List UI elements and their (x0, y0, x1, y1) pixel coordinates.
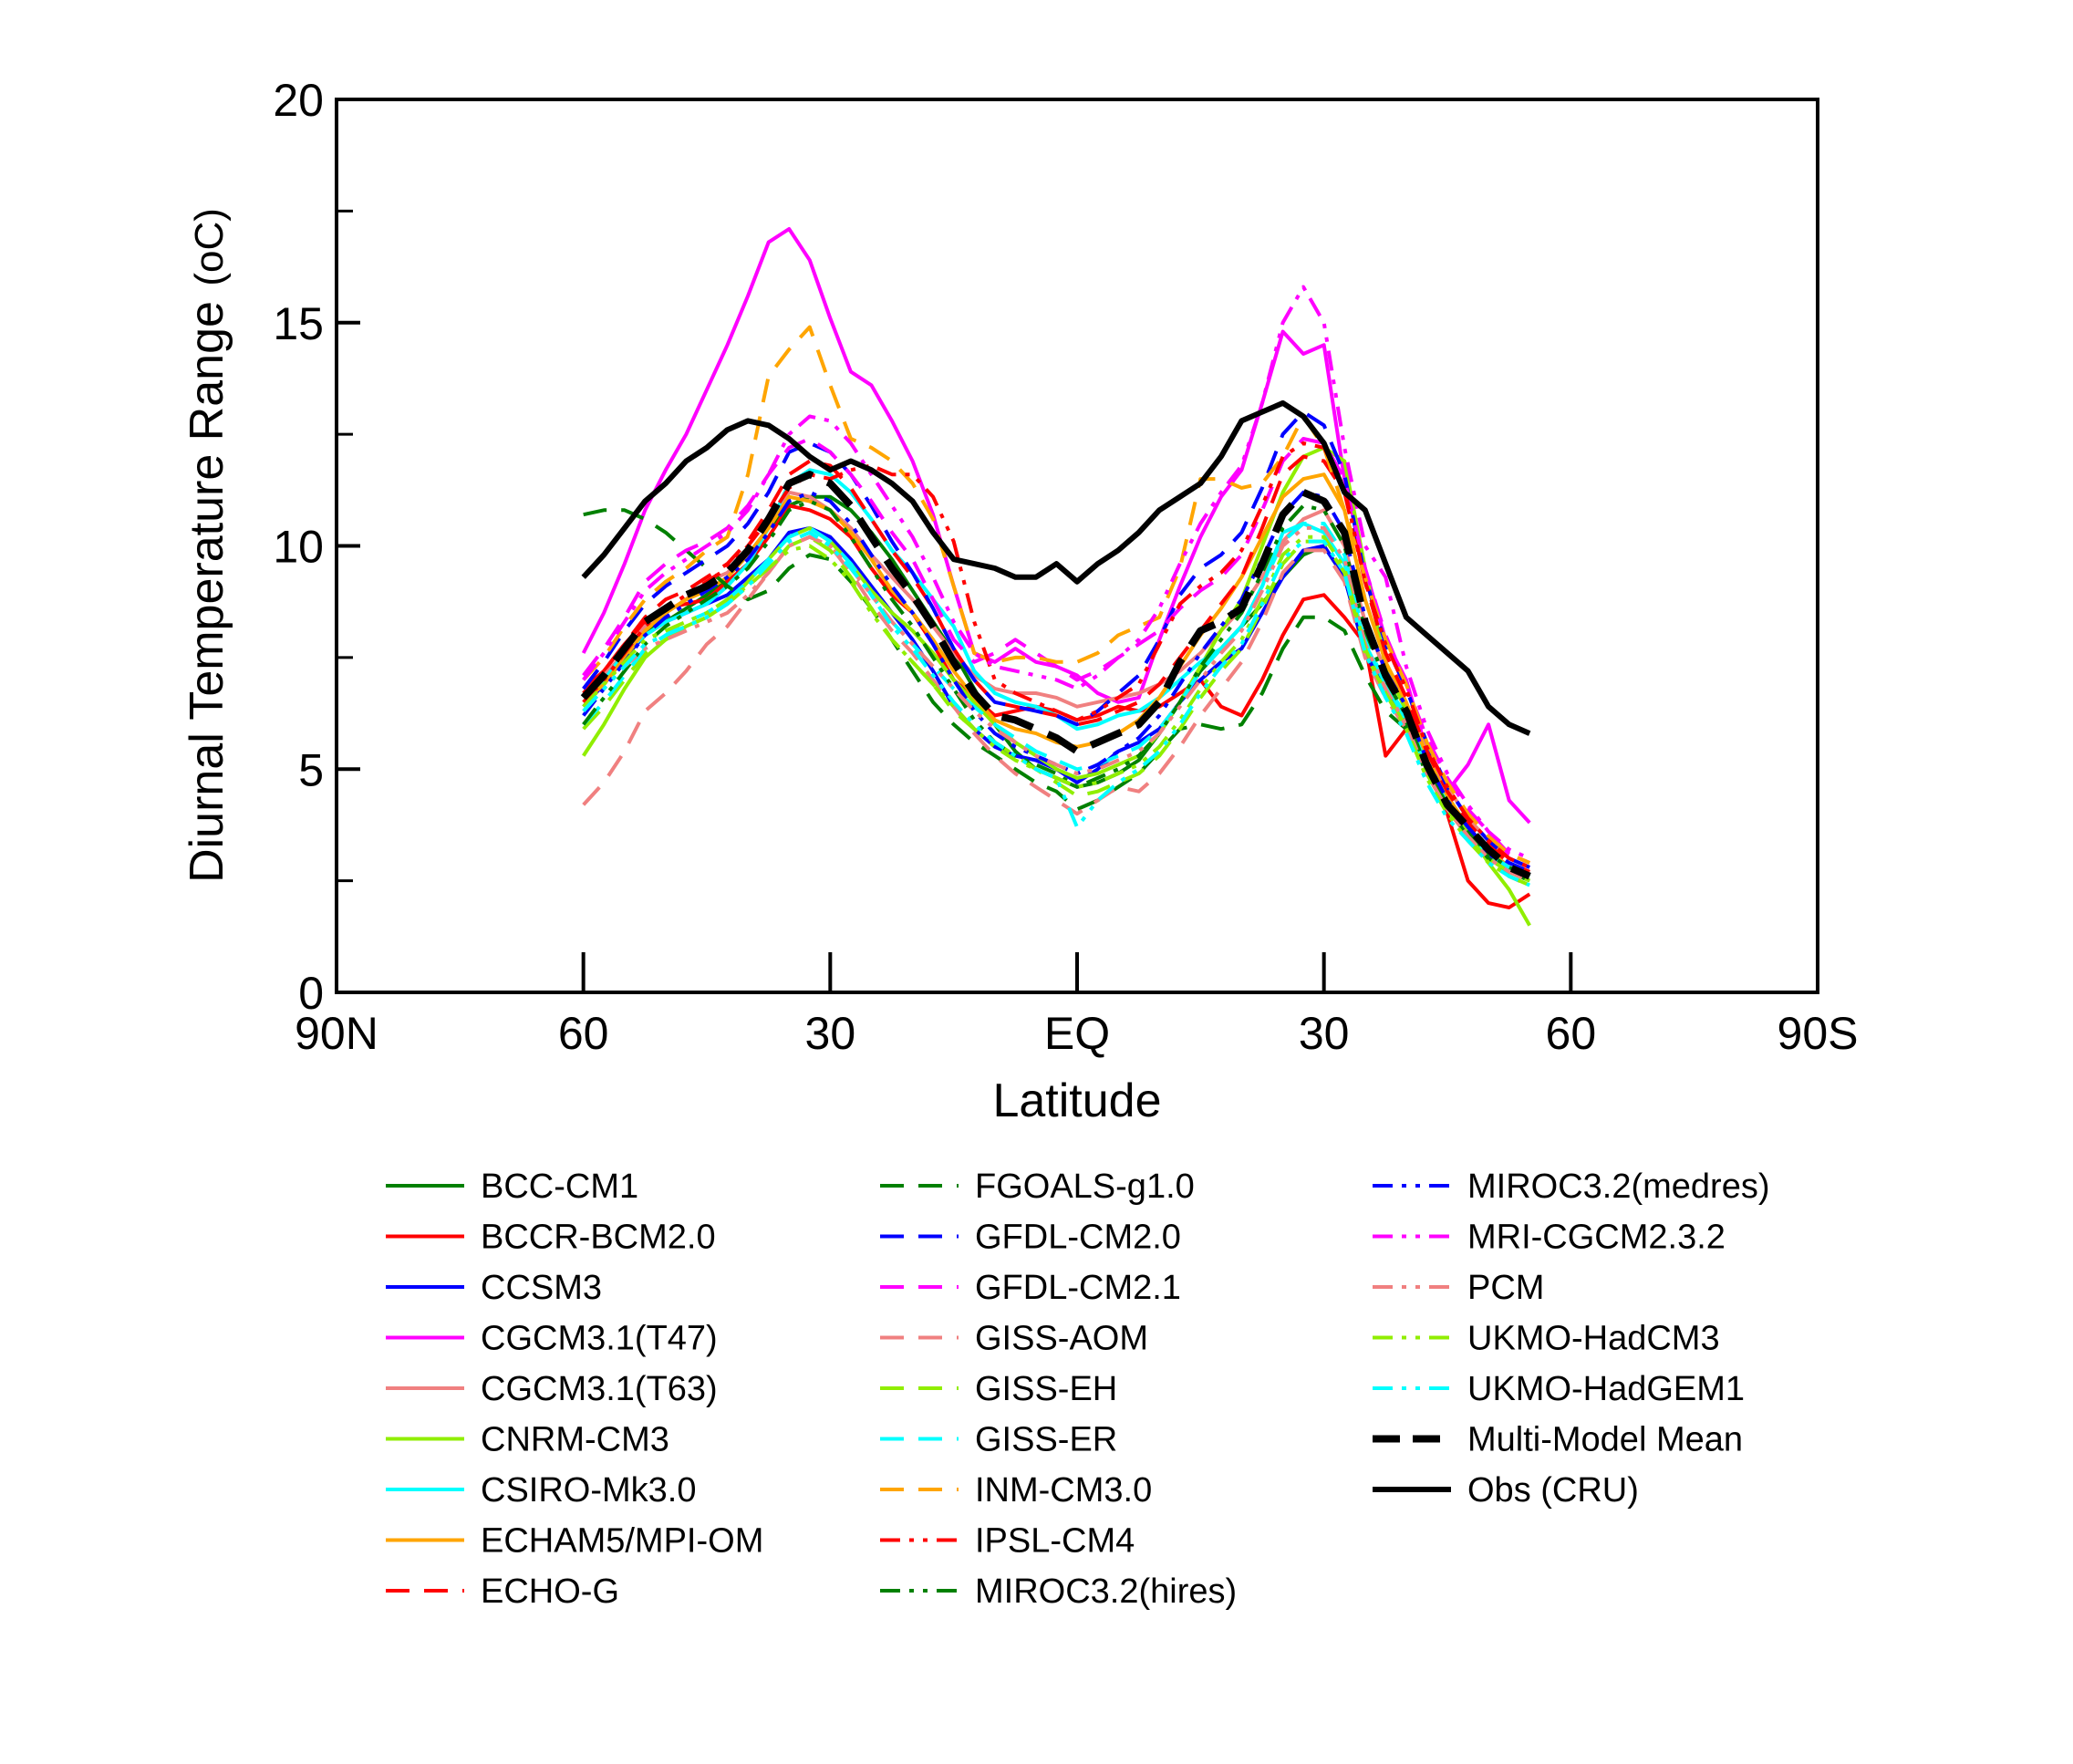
y-tick-label-0: 0 (298, 968, 324, 1019)
legend: BCC-CM1 BCCR-BCM2.0 CCSM3 CGCM3.1(T47) CGCM3… (386, 1167, 1770, 1611)
series-line-24 (581, 399, 1531, 736)
plot-lines (580, 227, 1531, 927)
legend-label-15: INM-CM3.0 (975, 1471, 1152, 1510)
x-tick-label-4: 30 (1299, 1008, 1350, 1059)
legend-label-7: ECHAM5/MPI-OM (481, 1522, 763, 1561)
tick-labels: 90N 60 30 EQ 30 60 90S 0 5 10 15 20 (273, 75, 1858, 1059)
legend-label-13: GISS-EH (975, 1370, 1117, 1408)
y-tick-label-1: 5 (298, 744, 324, 795)
y-tick-label-3: 15 (273, 298, 324, 349)
x-tick-label-5: 60 (1546, 1008, 1597, 1059)
legend-label-0: BCC-CM1 (481, 1167, 638, 1206)
legend-label-6: CSIRO-Mk3.0 (481, 1471, 696, 1510)
legend-label-3: CGCM3.1(T47) (481, 1320, 718, 1358)
y-axis-title: Diurnal Temperature Range (oC) (181, 208, 233, 883)
legend-label-8: ECHO-G (481, 1572, 619, 1611)
legend-label-20: PCM (1467, 1269, 1544, 1307)
x-tick-label-2: 30 (805, 1008, 856, 1059)
x-tick-label-3: EQ (1044, 1008, 1110, 1059)
x-tick-label-6: 90S (1778, 1008, 1859, 1059)
legend-label-18: MIROC3.2(medres) (1467, 1167, 1770, 1206)
legend-label-4: CGCM3.1(T63) (481, 1370, 718, 1408)
legend-label-17: MIROC3.2(hires) (975, 1572, 1237, 1611)
y-tick-label-4: 20 (273, 75, 324, 126)
series-line-9 (583, 508, 1530, 887)
series-line-11 (582, 437, 1530, 865)
x-tick-label-1: 60 (558, 1008, 609, 1059)
legend-label-23: Multi-Model Mean (1467, 1421, 1743, 1459)
legend-label-22: UKMO-HadGEM1 (1467, 1370, 1745, 1408)
legend-label-1: BCCR-BCM2.0 (481, 1219, 716, 1257)
legend-label-2: CCSM3 (481, 1269, 602, 1307)
legend-label-16: IPSL-CM4 (975, 1522, 1135, 1561)
series-line-20 (582, 525, 1530, 883)
axis-ticks (337, 98, 1573, 994)
legend-label-12: GISS-AOM (975, 1320, 1148, 1358)
legend-label-10: GFDL-CM2.0 (975, 1219, 1181, 1257)
series-line-14 (582, 522, 1530, 878)
series-line-16 (582, 441, 1530, 869)
legend-label-19: MRI-CGCM2.3.2 (1467, 1219, 1726, 1257)
legend-label-9: FGOALS-g1.0 (975, 1167, 1195, 1206)
legend-label-11: GFDL-CM2.1 (975, 1269, 1181, 1307)
x-tick-label-0: 90N (295, 1008, 378, 1059)
legend-label-14: GISS-ER (975, 1421, 1117, 1459)
x-axis-title: Latitude (992, 1074, 1161, 1127)
series-line-15 (582, 325, 1530, 865)
legend-label-24: Obs (CRU) (1467, 1471, 1639, 1510)
y-axis-title-text: Diurnal Temperature Range (181, 301, 233, 883)
series-line-23 (580, 471, 1531, 880)
legend-label-21: UKMO-HadCM3 (1467, 1320, 1720, 1358)
y-axis-title-unit: (oC) (187, 208, 232, 286)
legend-label-5: CNRM-CM3 (481, 1421, 669, 1459)
series-line-19 (582, 285, 1530, 860)
y-tick-label-2: 10 (273, 522, 324, 573)
series-line-22 (582, 530, 1530, 887)
